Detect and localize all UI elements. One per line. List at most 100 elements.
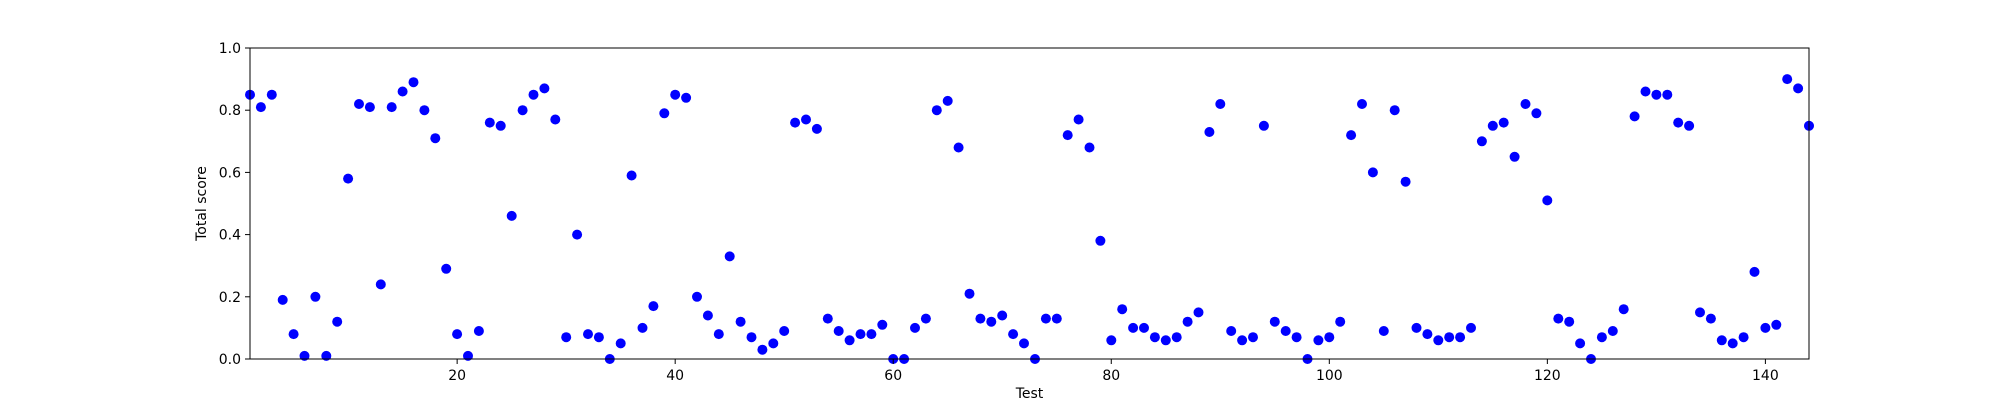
- y-axis-label: Total score: [194, 166, 210, 242]
- data-point: [1204, 127, 1215, 137]
- data-point: [1716, 335, 1727, 346]
- data-point: [1771, 319, 1782, 330]
- x-tick-label: 120: [1534, 368, 1561, 384]
- x-tick-label: 140: [1752, 368, 1779, 384]
- x-tick-label: 40: [666, 368, 684, 384]
- data-point: [1280, 326, 1291, 336]
- data-point: [1193, 307, 1204, 318]
- data-point: [1618, 304, 1629, 315]
- data-point: [1476, 136, 1487, 147]
- data-point: [484, 117, 495, 128]
- data-point: [1084, 142, 1095, 153]
- data-point: [713, 329, 724, 340]
- data-point: [441, 263, 452, 274]
- data-point: [855, 329, 866, 340]
- y-tick-label: 0.8: [219, 103, 241, 119]
- data-point: [920, 313, 931, 324]
- data-point: [419, 105, 430, 116]
- x-tick-label: 100: [1316, 368, 1343, 384]
- data-point: [495, 120, 506, 131]
- data-point: [1782, 74, 1793, 85]
- data-point: [1269, 316, 1280, 327]
- data-point: [844, 335, 855, 346]
- data-point: [1019, 338, 1029, 349]
- data-point: [975, 313, 986, 324]
- data-point: [364, 102, 375, 113]
- data-point: [1727, 338, 1738, 349]
- data-point: [321, 350, 332, 361]
- data-point: [1400, 176, 1411, 187]
- data-point: [1171, 332, 1182, 343]
- data-point: [1705, 313, 1716, 324]
- data-point: [561, 332, 572, 343]
- data-point: [1695, 307, 1705, 318]
- data-point: [1455, 332, 1466, 343]
- data-point: [452, 329, 463, 340]
- data-point: [1139, 322, 1149, 333]
- data-point: [648, 301, 659, 312]
- x-tick-label: 20: [448, 368, 466, 384]
- data-point: [1575, 338, 1586, 349]
- data-point: [375, 279, 386, 290]
- data-point: [1324, 332, 1335, 343]
- data-point: [746, 332, 757, 343]
- data-point: [1378, 326, 1389, 336]
- data-point: [1357, 99, 1367, 109]
- data-point: [1237, 335, 1248, 346]
- data-point: [1509, 151, 1520, 162]
- data-point: [1215, 99, 1226, 109]
- data-point: [833, 326, 844, 336]
- data-point: [1291, 332, 1302, 343]
- data-point: [1629, 111, 1640, 122]
- data-point: [430, 133, 441, 144]
- data-point: [354, 99, 364, 109]
- x-tick-label: 80: [1102, 368, 1120, 384]
- data-point: [517, 105, 528, 116]
- data-point: [1673, 117, 1684, 128]
- data-point: [277, 294, 288, 305]
- data-point: [986, 316, 997, 327]
- data-point: [1367, 167, 1378, 178]
- data-point: [593, 332, 604, 343]
- data-point: [1487, 120, 1498, 131]
- data-point: [615, 338, 626, 349]
- data-point: [1073, 114, 1084, 125]
- data-point: [539, 83, 550, 94]
- data-point: [1498, 117, 1509, 128]
- data-point: [1095, 235, 1106, 246]
- data-point: [1640, 86, 1651, 97]
- data-point: [1346, 130, 1357, 141]
- data-point: [332, 316, 343, 327]
- data-point: [1062, 130, 1073, 141]
- data-point: [637, 322, 648, 333]
- data-point: [779, 326, 790, 336]
- data-point: [953, 142, 964, 153]
- data-point: [1335, 316, 1346, 327]
- data-point: [931, 105, 942, 116]
- data-point: [942, 95, 953, 106]
- data-point: [670, 89, 681, 100]
- data-point: [1760, 322, 1771, 333]
- data-point: [1051, 313, 1062, 324]
- data-point: [724, 251, 735, 262]
- data-point: [822, 313, 833, 324]
- data-point: [1422, 329, 1433, 340]
- data-point: [866, 329, 877, 340]
- data-point: [299, 350, 310, 361]
- data-point: [266, 89, 277, 100]
- data-point: [1531, 108, 1542, 119]
- data-point: [1564, 316, 1575, 327]
- data-point: [1008, 329, 1019, 340]
- data-point: [1411, 322, 1422, 333]
- data-point: [790, 117, 801, 128]
- data-point: [1520, 99, 1531, 109]
- data-point: [310, 291, 321, 302]
- data-point: [1607, 326, 1618, 336]
- data-point: [1793, 83, 1804, 94]
- data-point: [702, 310, 713, 321]
- data-point: [757, 344, 768, 355]
- data-point: [408, 77, 419, 88]
- data-point: [877, 319, 888, 330]
- data-point: [1651, 89, 1662, 100]
